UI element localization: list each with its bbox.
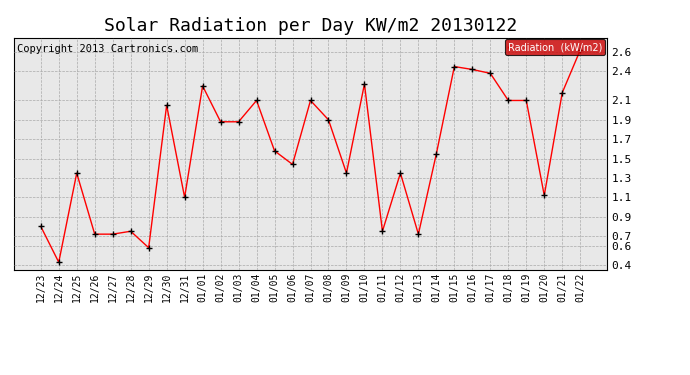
Text: Copyright 2013 Cartronics.com: Copyright 2013 Cartronics.com xyxy=(17,45,198,54)
Title: Solar Radiation per Day KW/m2 20130122: Solar Radiation per Day KW/m2 20130122 xyxy=(104,16,517,34)
Legend: Radiation  (kW/m2): Radiation (kW/m2) xyxy=(505,39,605,55)
